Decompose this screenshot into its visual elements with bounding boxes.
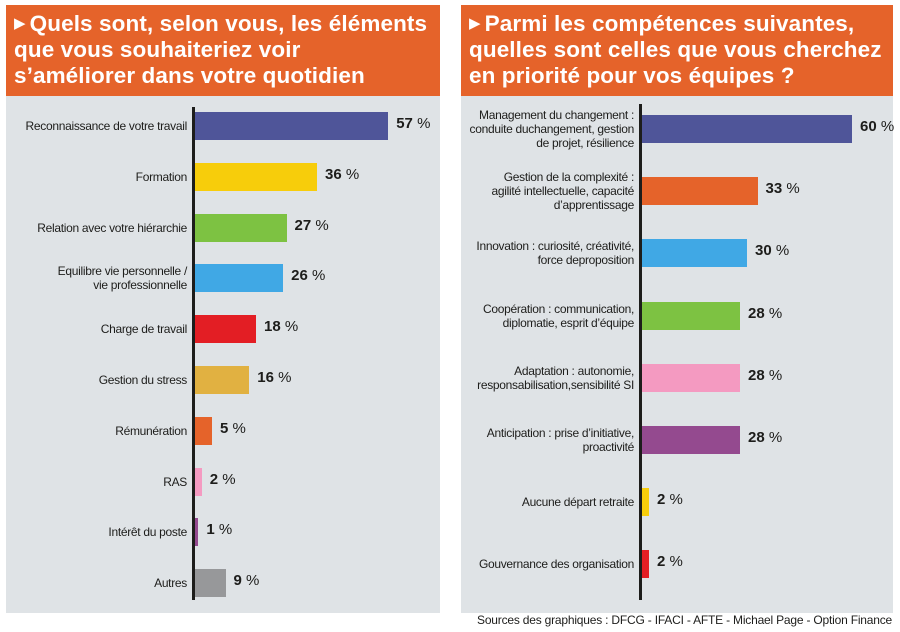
- category-label-line: de projet, résilience: [536, 136, 634, 150]
- right-chart-title: ▶ Parmi les compétences suivantes, quelle…: [461, 5, 893, 96]
- category-label-line: Formation: [135, 169, 188, 184]
- category-label-line: Innovation : curiosité, créativité,: [476, 239, 634, 254]
- bar: [195, 416, 212, 445]
- value-label: 2 %: [657, 553, 683, 571]
- bar: [195, 569, 226, 598]
- category-label-line: Relation avec votre hiérarchie: [37, 220, 187, 235]
- right-bar-chart: Management du changement : conduite ducha…: [459, 96, 895, 613]
- category-label-line: Charge de travail: [100, 322, 188, 337]
- category-label: Anticipation : prise d’initiative, proact…: [459, 426, 635, 454]
- category-label: Charge de travail: [7, 322, 188, 337]
- value-label: 30 %: [755, 242, 790, 260]
- value-label: 2 %: [209, 470, 236, 488]
- category-label-line: vie professionnelle: [93, 278, 187, 293]
- bar: [642, 239, 747, 268]
- bar: [642, 550, 649, 579]
- category-label: Gestion de la complexité : agilité intell…: [459, 170, 635, 213]
- value-label: 16 %: [257, 369, 292, 386]
- category-label-line: Autres: [154, 576, 187, 591]
- bar: [642, 301, 740, 330]
- left-bar-chart: Reconnaissance de votre travail 57 % Forma…: [6, 96, 440, 613]
- bar: [642, 426, 740, 454]
- bar: [642, 363, 740, 392]
- value-label: 28 %: [748, 366, 783, 384]
- y-axis-line: [192, 107, 195, 600]
- category-label: Relation avec votre hiérarchie: [7, 221, 187, 235]
- value-label: 26 %: [291, 267, 326, 285]
- category-label-line: Gouvernance des organisation: [478, 557, 634, 572]
- triangle-marker-icon: ▶: [469, 15, 481, 32]
- value-label: 28 %: [748, 304, 783, 322]
- value-label: 57 %: [396, 115, 431, 132]
- bar: [195, 264, 284, 293]
- bar: [642, 115, 852, 143]
- value-label: 28 %: [748, 429, 783, 446]
- triangle-marker-icon: ▶: [14, 15, 26, 32]
- category-label: Coopération : communication, diplomatie, …: [459, 302, 634, 330]
- left-chart-title: ▶ Quels sont, selon vous, les éléments qu…: [6, 5, 440, 96]
- bar: [642, 177, 758, 206]
- category-label: Innovation : curiosité, créativité, force…: [459, 239, 634, 267]
- category-label: Gestion du stress: [7, 373, 188, 387]
- category-label-line: d’apprentissage: [553, 198, 635, 213]
- category-label-line: diplomatie, esprit d’équipe: [502, 315, 635, 330]
- category-label: RAS: [7, 475, 187, 489]
- bar: [195, 467, 202, 496]
- left-chart-panel: ▶ Quels sont, selon vous, les éléments qu…: [6, 5, 440, 613]
- category-label-line: Equilibre vie personnelle /: [57, 264, 188, 279]
- sources-footer: Sources des graphiques : DFCG - IFACI - …: [477, 613, 892, 627]
- category-label-line: agilité intellectuelle, capacité: [491, 184, 635, 199]
- value-label: 2 %: [657, 491, 683, 509]
- bar: [195, 315, 257, 344]
- category-label-line: Coopération : communication,: [482, 301, 634, 316]
- category-label: Formation: [7, 169, 188, 184]
- value-label: 9 %: [233, 572, 260, 590]
- category-label-line: Gestion de la complexité :: [503, 170, 635, 185]
- bar: [195, 112, 389, 140]
- category-label: Gouvernance des organisation: [459, 557, 634, 571]
- category-label: Adaptation : autonomie, responsabilisatio…: [459, 364, 634, 392]
- right-chart-panel: ▶ Parmi les compétences suivantes, quelle…: [459, 5, 895, 613]
- bar: [195, 162, 318, 191]
- category-label-line: Rémunération: [115, 423, 187, 438]
- value-label: 60 %: [860, 118, 895, 135]
- value-label: 33 %: [765, 180, 800, 198]
- value-label: 27 %: [294, 216, 329, 234]
- value-label: 1 %: [206, 521, 233, 539]
- category-label: Aucune départ retraite: [459, 495, 634, 509]
- category-label: Management du changement : conduite ducha…: [459, 108, 635, 150]
- value-label: 18 %: [264, 318, 299, 336]
- category-label-line: Intérêt du poste: [108, 525, 187, 540]
- category-label-line: RAS: [163, 474, 187, 489]
- category-label-line: proactivité: [582, 440, 635, 454]
- bar: [195, 366, 250, 394]
- value-label: 5 %: [219, 419, 246, 437]
- category-label-line: Reconnaissance de votre travail: [25, 119, 188, 133]
- category-label: Rémunération: [7, 424, 187, 438]
- category-label-line: Gestion du stress: [98, 373, 188, 387]
- category-label: Autres: [7, 576, 187, 590]
- bar: [195, 518, 199, 547]
- category-label-line: Aucune départ retraite: [521, 495, 634, 510]
- value-label: 36 %: [325, 165, 360, 183]
- category-label: Intérêt du poste: [7, 525, 187, 539]
- y-axis-line: [639, 104, 642, 600]
- category-label-line: responsabilisation,sensibilité SI: [477, 377, 634, 392]
- category-label: Reconnaissance de votre travail: [7, 119, 188, 133]
- category-label-line: Anticipation : prise d’initiative,: [486, 426, 635, 440]
- bar: [642, 488, 649, 517]
- category-label-line: Adaptation : autonomie,: [514, 363, 634, 378]
- category-label-line: conduite duchangement, gestion: [469, 122, 635, 136]
- category-label-line: force deproposition: [537, 253, 635, 268]
- category-label: Equilibre vie personnelle / vie professio…: [7, 264, 188, 293]
- category-label-line: Management du changement :: [479, 108, 634, 122]
- bar: [195, 213, 287, 242]
